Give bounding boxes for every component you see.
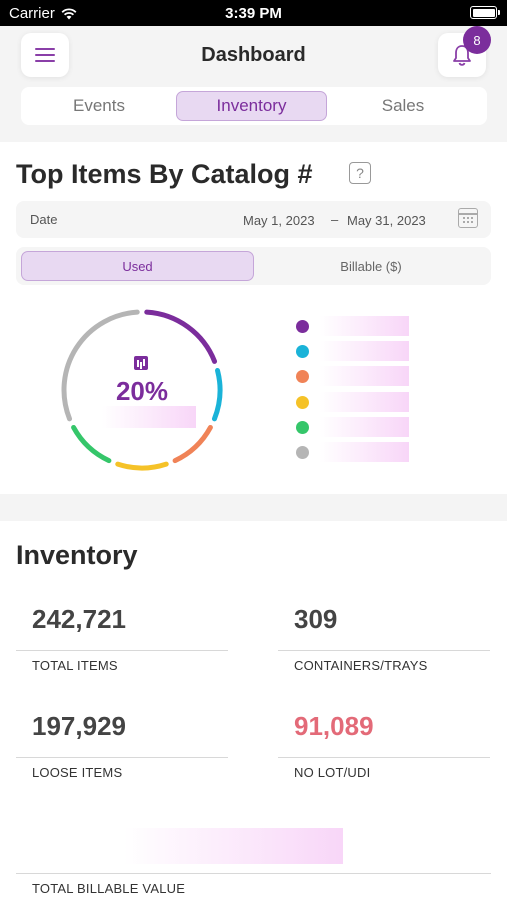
donut-slice[interactable] (144, 309, 218, 364)
metric-toggle: Used Billable ($) (16, 247, 491, 285)
total-billable-label: TOTAL BILLABLE VALUE (32, 881, 186, 896)
stat-label: LOOSE ITEMS (32, 765, 123, 780)
stat-no-lot-udi[interactable]: 91,089 NO LOT/UDI (278, 711, 490, 780)
donut-slice[interactable] (61, 309, 140, 422)
stat-value: 242,721 (32, 604, 126, 634)
tab-inventory[interactable]: Inventory (176, 91, 327, 121)
toggle-used[interactable]: Used (21, 251, 254, 281)
carrier-label: Carrier (9, 5, 55, 22)
donut-chart: 20% (56, 304, 228, 476)
menu-button[interactable] (21, 33, 69, 77)
tab-sales[interactable]: Sales (381, 96, 425, 115)
date-label: Date (30, 212, 58, 227)
donut-slice[interactable] (71, 424, 112, 464)
donut-svg (61, 309, 223, 471)
date-range-picker[interactable]: Date May 1, 2023 – May 31, 2023 (16, 201, 491, 238)
legend-item[interactable] (296, 316, 412, 336)
stat-value: 91,089 (294, 711, 374, 741)
legend-label-placeholder (320, 417, 409, 437)
section-title: Top Items By Catalog # (16, 159, 313, 189)
donut-slice[interactable] (115, 461, 169, 471)
legend-label-placeholder (320, 366, 409, 386)
notifications-button[interactable]: 8 (438, 26, 491, 77)
legend-label-placeholder (320, 316, 409, 336)
page-title: Dashboard (201, 44, 306, 66)
donut-center-value: 20% (115, 376, 169, 406)
tab-events[interactable]: Events (73, 96, 125, 115)
stat-label: TOTAL ITEMS (32, 658, 118, 673)
carrier-info: Carrier (9, 5, 77, 22)
battery-icon (470, 6, 500, 19)
legend-dot (296, 320, 309, 333)
hamburger-icon (35, 48, 55, 62)
bar-chart-icon (134, 356, 148, 370)
stat-containers-trays[interactable]: 309 CONTAINERS/TRAYS (278, 604, 490, 673)
help-icon[interactable]: ? (349, 162, 371, 184)
legend-dot (296, 446, 309, 459)
legend-label-placeholder (320, 442, 409, 462)
top-items-card: Top Items By Catalog # ? Date May 1, 202… (0, 142, 507, 494)
donut-slice[interactable] (172, 424, 213, 464)
legend-item[interactable] (296, 442, 412, 462)
date-end[interactable]: May 31, 2023 (347, 213, 426, 228)
notification-badge: 8 (463, 26, 491, 54)
donut-label-placeholder (102, 406, 196, 428)
stat-total-items[interactable]: 242,721 TOTAL ITEMS (16, 604, 228, 673)
wifi-icon (61, 7, 77, 19)
legend-dot (296, 370, 309, 383)
stat-label: CONTAINERS/TRAYS (294, 658, 428, 673)
legend-dot (296, 396, 309, 409)
section-tabs: Events Inventory Sales (21, 87, 487, 125)
date-start[interactable]: May 1, 2023 (243, 213, 315, 228)
legend-item[interactable] (296, 392, 412, 412)
divider (16, 873, 491, 874)
legend-label-placeholder (320, 341, 409, 361)
inventory-title: Inventory (16, 540, 138, 570)
stat-value: 197,929 (32, 711, 126, 741)
inventory-card: Inventory 242,721 TOTAL ITEMS 309 CONTAI… (0, 521, 507, 900)
header: Dashboard 8 Events Inventory Sales (0, 26, 507, 142)
total-billable-placeholder (124, 828, 343, 864)
calendar-icon[interactable] (458, 208, 478, 228)
donut-slice[interactable] (211, 367, 223, 422)
legend-item[interactable] (296, 417, 412, 437)
stat-value: 309 (294, 604, 338, 634)
legend-dot (296, 421, 309, 434)
toggle-billable[interactable]: Billable ($) (340, 258, 402, 274)
legend-item[interactable] (296, 366, 412, 386)
clock: 3:39 PM (225, 5, 282, 22)
status-bar: Carrier 3:39 PM (0, 0, 507, 26)
date-separator: – (331, 212, 339, 227)
stat-label: NO LOT/UDI (294, 765, 371, 780)
stat-loose-items[interactable]: 197,929 LOOSE ITEMS (16, 711, 228, 780)
legend-label-placeholder (320, 392, 409, 412)
legend-dot (296, 345, 309, 358)
legend-item[interactable] (296, 341, 412, 361)
